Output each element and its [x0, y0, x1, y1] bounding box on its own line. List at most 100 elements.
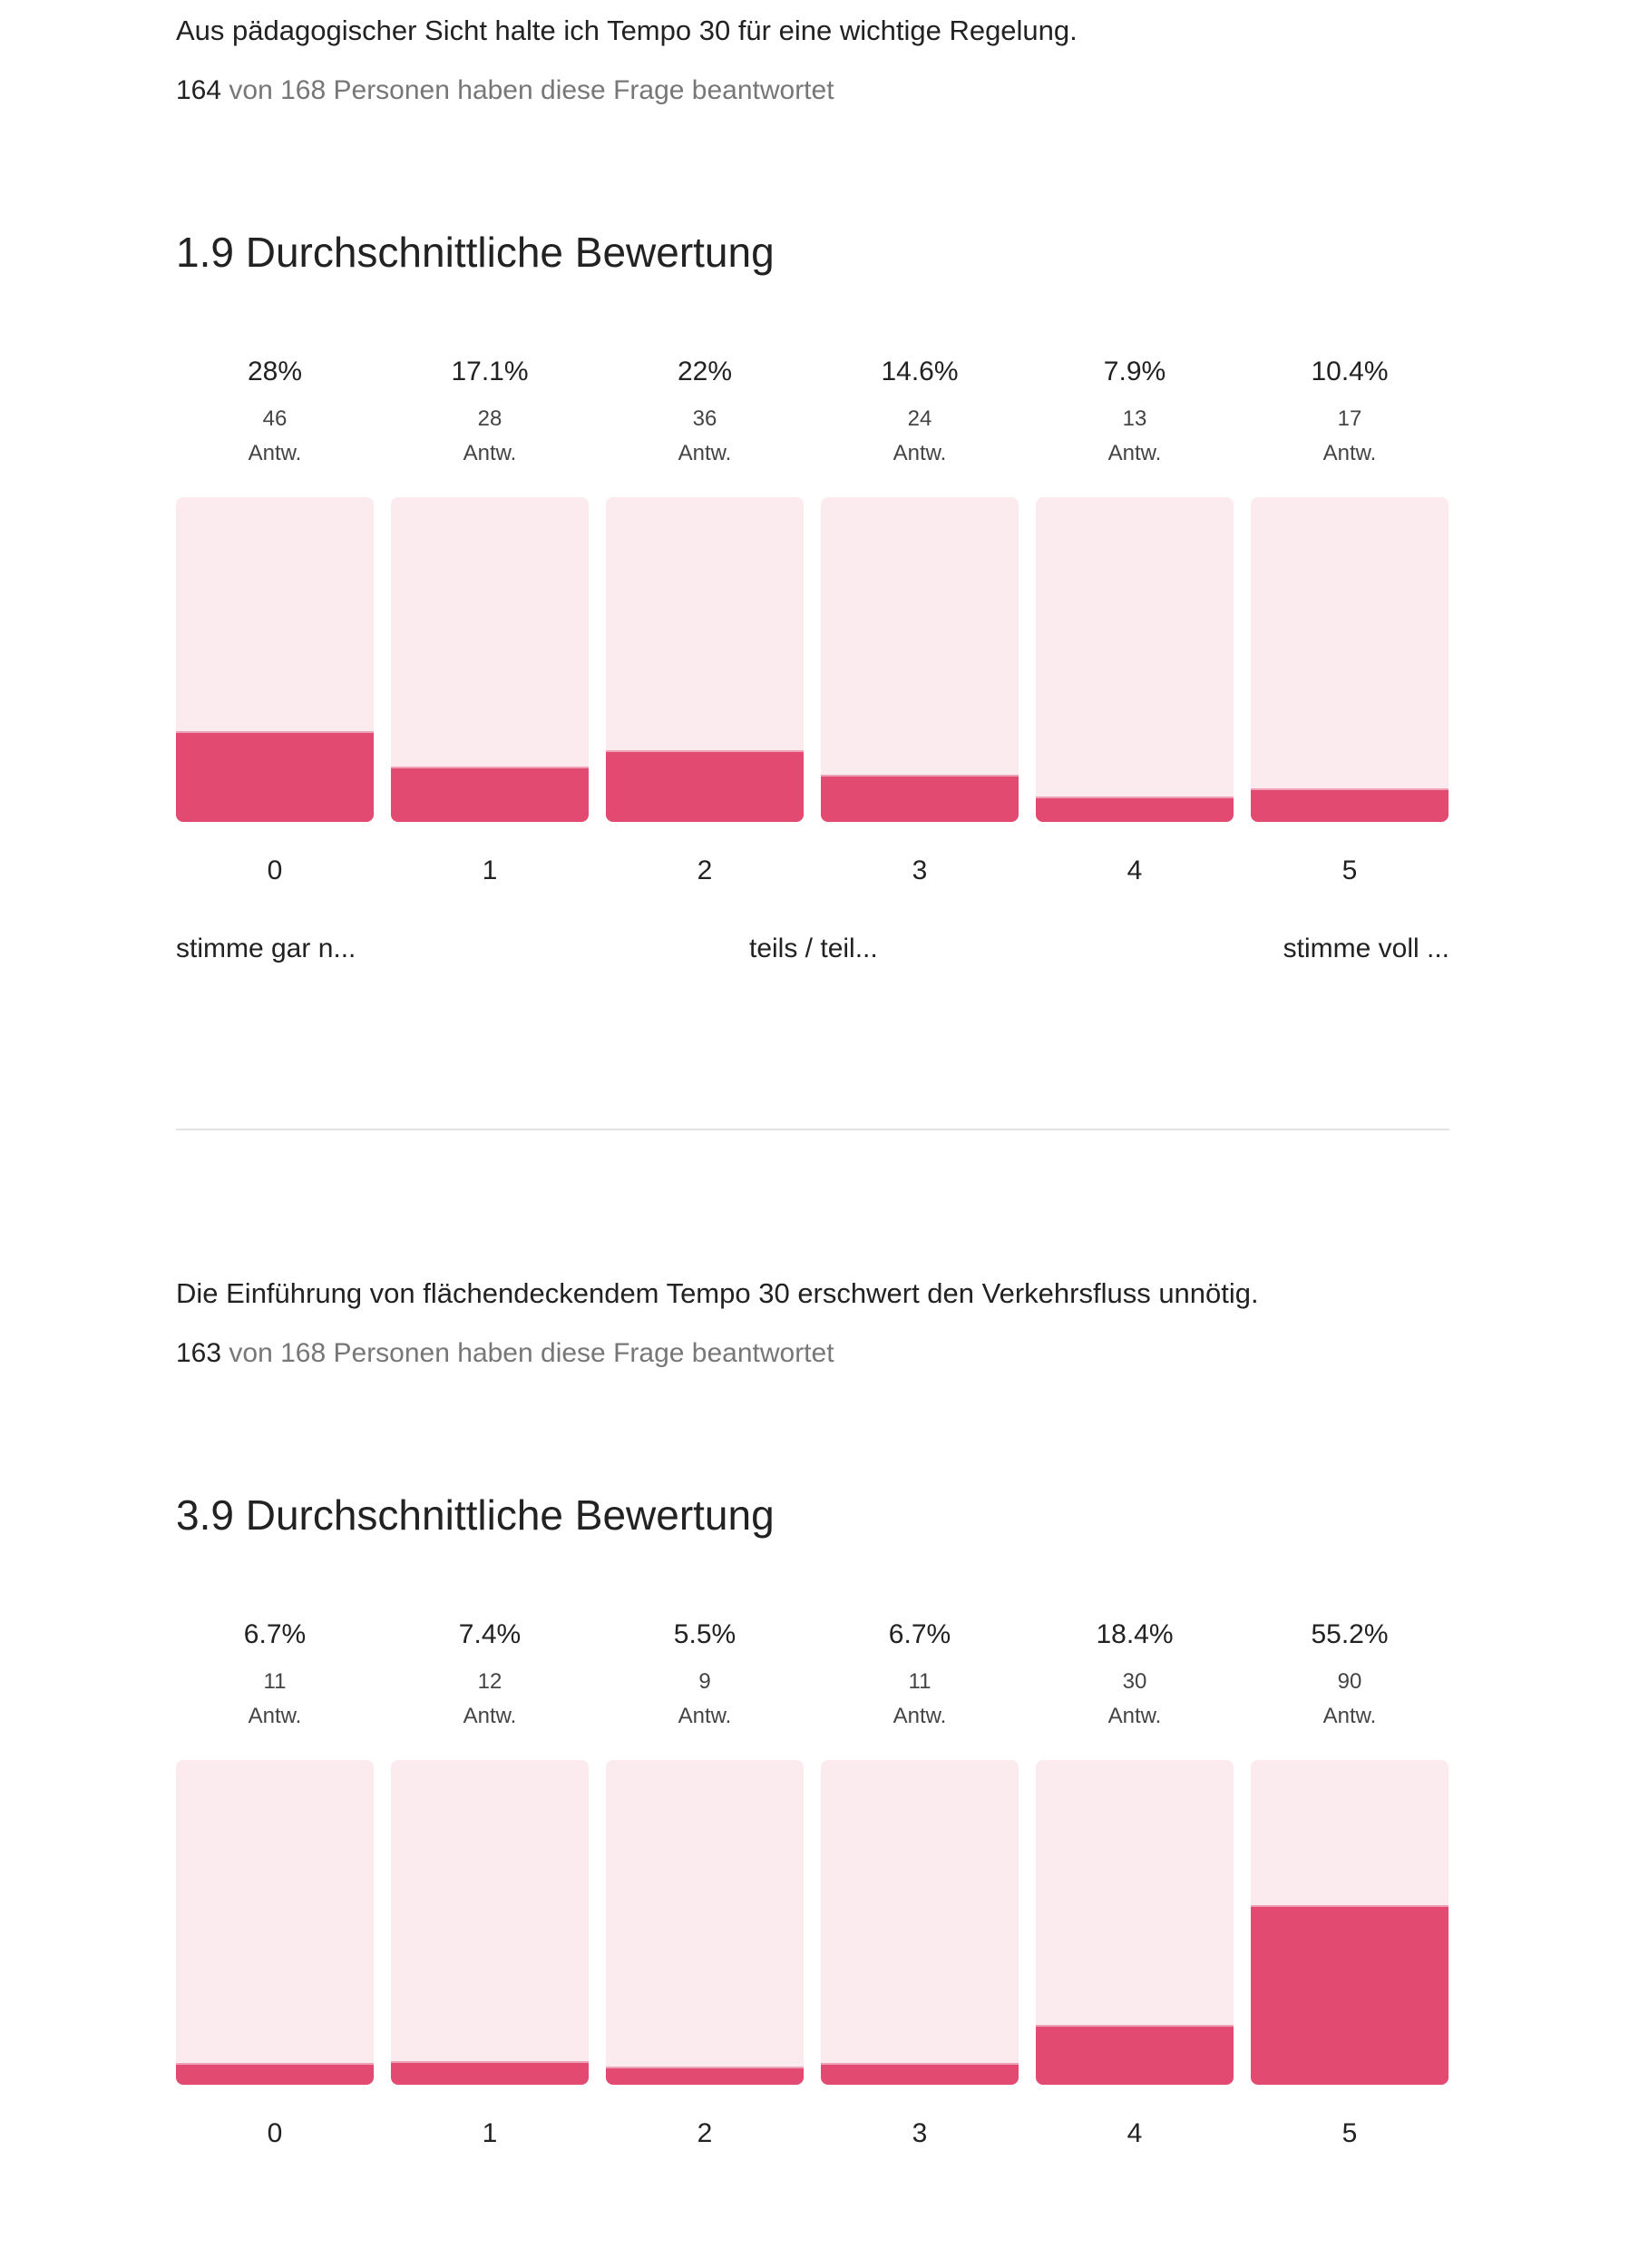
percent-label: 55.2% [1311, 1619, 1389, 1649]
bar-fill [1251, 1905, 1449, 2085]
question-1: Aus pädagogischer Sicht halte ich Tempo … [176, 13, 1449, 967]
chart-column: 17.1% 28 Antw. 1 [391, 278, 589, 889]
answer-unit: Antw. [248, 1704, 302, 1728]
bar-track [391, 497, 589, 822]
percent-label: 14.6% [881, 357, 959, 386]
answered-text: von 168 Personen haben diese Frage beant… [229, 75, 834, 105]
bar-track [176, 497, 374, 822]
answered-count: 163 [176, 1338, 222, 1368]
answer-unit: Antw. [1107, 1704, 1162, 1728]
chart-column: 5.5% 9 Antw. 2 [606, 1540, 804, 2152]
answer-unit: Antw. [1322, 441, 1377, 465]
chart-column: 18.4% 30 Antw. 4 [1036, 1540, 1234, 2152]
percent-label: 6.7% [243, 1619, 307, 1649]
answer-unit: Antw. [1107, 441, 1162, 465]
percent-label: 18.4% [1096, 1619, 1174, 1649]
bar-track [176, 1760, 374, 2085]
scale-labels: stimme gar n... teils / teil... stimme v… [176, 931, 1449, 967]
answer-count: 17 [1337, 406, 1362, 431]
survey-results: Aus pädagogischer Sicht halte ich Tempo … [176, 13, 1449, 2152]
bar-fill [391, 2060, 589, 2085]
answer-count: 46 [262, 406, 288, 431]
answered-info: 164 von 168 Personen haben diese Frage b… [176, 73, 1449, 109]
answer-count: 9 [698, 1669, 711, 1694]
answer-unit: Antw. [248, 441, 302, 465]
percent-label: 28% [247, 357, 303, 386]
bar-fill [391, 766, 589, 822]
answered-text: von 168 Personen haben diese Frage beant… [229, 1338, 834, 1368]
average-heading: 1.9 Durchschnittliche Bewertung [176, 229, 775, 276]
category-label: 3 [912, 2118, 928, 2148]
chart-column: 7.9% 13 Antw. 4 [1036, 278, 1234, 889]
percent-label: 17.1% [451, 357, 529, 386]
scale-label-low: stimme gar n... [176, 934, 356, 963]
answer-count: 36 [692, 406, 717, 431]
bar-track [606, 1760, 804, 2085]
chart-column: 7.4% 12 Antw. 1 [391, 1540, 589, 2152]
bar-fill [176, 730, 374, 822]
bar-fill [606, 750, 804, 822]
category-label: 0 [267, 2118, 283, 2148]
bar-fill [821, 774, 1019, 822]
category-label: 5 [1341, 2118, 1358, 2148]
percent-label: 7.9% [1103, 357, 1166, 386]
category-label: 3 [912, 855, 928, 885]
percent-label: 5.5% [673, 1619, 736, 1649]
percent-label: 6.7% [888, 1619, 951, 1649]
category-label: 0 [267, 855, 283, 885]
rating-chart-2: 6.7% 11 Antw. 0 7.4% 12 Antw. 1 5.5% 9 Antw. 2 6.7% 1… [176, 1540, 1449, 2152]
bar-track [821, 1760, 1019, 2085]
chart-column: 22% 36 Antw. 2 [606, 278, 804, 889]
scale-label-mid: teils / teil... [749, 934, 878, 963]
bar-track [606, 497, 804, 822]
answer-count: 30 [1122, 1669, 1147, 1694]
answer-unit: Antw. [1322, 1704, 1377, 1728]
answer-unit: Antw. [893, 441, 947, 465]
bar-fill [1036, 796, 1234, 822]
bar-track [1251, 497, 1449, 822]
answer-unit: Antw. [463, 441, 517, 465]
question-text: Die Einführung von flächendeckendem Temp… [176, 1277, 1259, 1309]
category-label: 4 [1127, 2118, 1143, 2148]
category-label: 2 [697, 2118, 713, 2148]
bar-fill [1036, 2025, 1234, 2085]
chart-columns: 28% 46 Antw. 0 17.1% 28 Antw. 1 22% 36 Antw. 2 14.6%… [176, 278, 1449, 889]
bar-fill [176, 2063, 374, 2085]
question-text: Aus pädagogischer Sicht halte ich Tempo … [176, 15, 1078, 46]
answer-unit: Antw. [678, 441, 732, 465]
answered-count: 164 [176, 75, 222, 105]
chart-column: 6.7% 11 Antw. 0 [176, 1540, 374, 2152]
category-label: 2 [697, 855, 713, 885]
answer-unit: Antw. [893, 1704, 947, 1728]
answer-count: 12 [477, 1669, 502, 1694]
category-label: 5 [1341, 855, 1358, 885]
bar-fill [821, 2063, 1019, 2085]
answer-unit: Antw. [463, 1704, 517, 1728]
percent-label: 22% [677, 357, 733, 386]
category-label: 1 [482, 855, 498, 885]
chart-column: 10.4% 17 Antw. 5 [1251, 278, 1449, 889]
answer-count: 90 [1337, 1669, 1362, 1694]
bar-track [1036, 497, 1234, 822]
bar-track [1036, 1760, 1234, 2085]
chart-column: 14.6% 24 Antw. 3 [821, 278, 1019, 889]
rating-chart-1: 28% 46 Antw. 0 17.1% 28 Antw. 1 22% 36 Antw. 2 14.6%… [176, 278, 1449, 967]
answer-count: 13 [1122, 406, 1147, 431]
chart-column: 28% 46 Antw. 0 [176, 278, 374, 889]
divider [176, 1129, 1449, 1130]
percent-label: 10.4% [1311, 357, 1389, 386]
answer-unit: Antw. [678, 1704, 732, 1728]
bar-fill [606, 2067, 804, 2085]
bar-track [821, 497, 1019, 822]
answer-count: 28 [477, 406, 502, 431]
category-label: 1 [482, 2118, 498, 2148]
category-label: 4 [1127, 855, 1143, 885]
scale-label-high: stimme voll ... [1283, 934, 1449, 963]
answer-count: 11 [908, 1669, 932, 1694]
chart-column: 55.2% 90 Antw. 5 [1251, 1540, 1449, 2152]
answer-count: 11 [263, 1669, 287, 1694]
chart-columns: 6.7% 11 Antw. 0 7.4% 12 Antw. 1 5.5% 9 Antw. 2 6.7% 1… [176, 1540, 1449, 2152]
percent-label: 7.4% [458, 1619, 522, 1649]
question-2: Die Einführung von flächendeckendem Temp… [176, 1276, 1449, 2152]
chart-column: 6.7% 11 Antw. 3 [821, 1540, 1019, 2152]
